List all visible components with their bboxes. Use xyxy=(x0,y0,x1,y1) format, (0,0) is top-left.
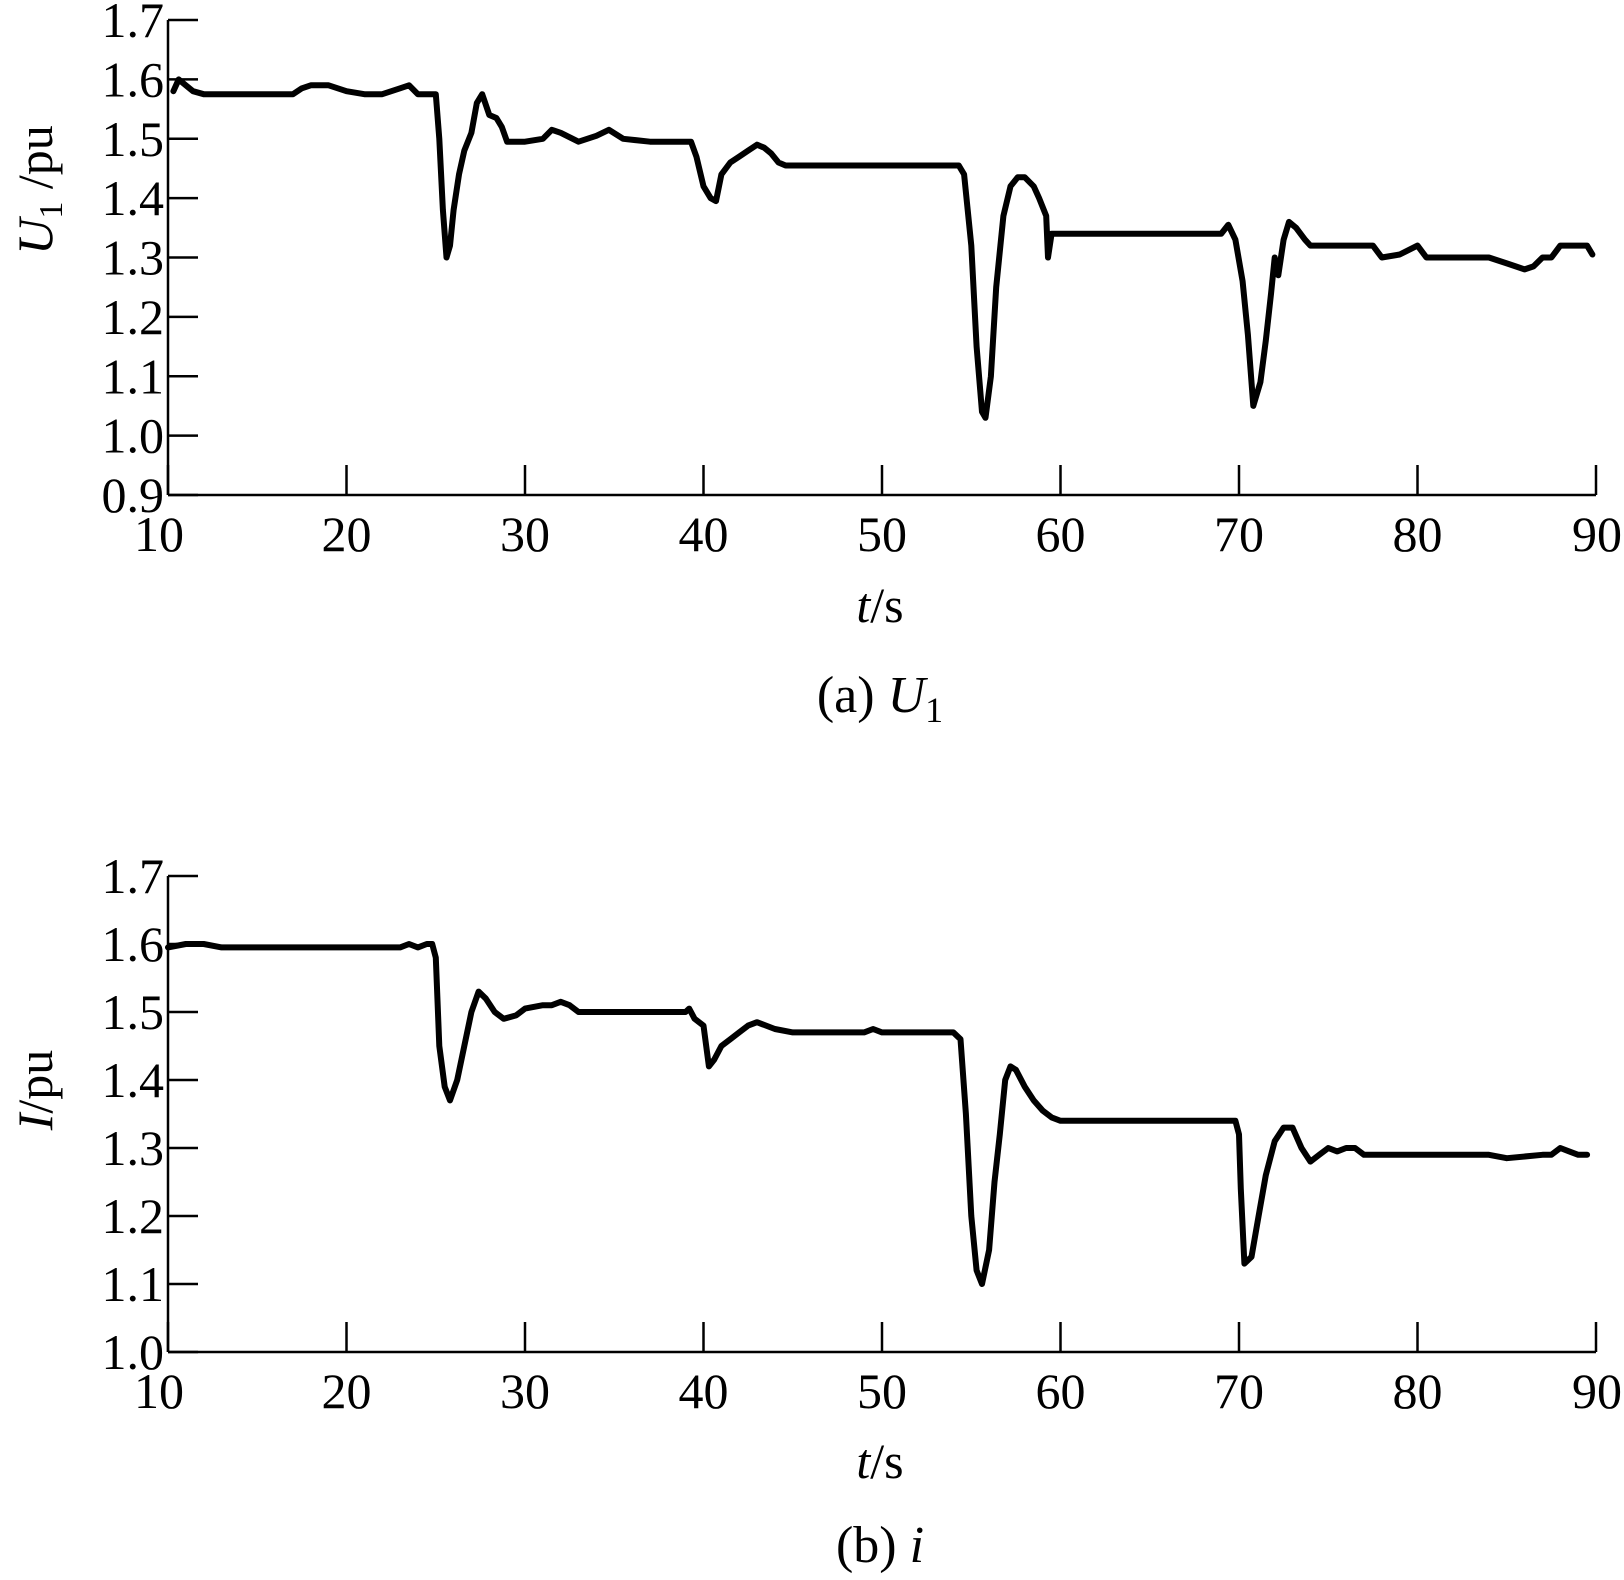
x-tick-label-a: 80 xyxy=(1393,506,1443,562)
x-tick-label-b: 30 xyxy=(500,1363,550,1419)
x-tick-label-b: 60 xyxy=(1036,1363,1086,1419)
series-line-i xyxy=(165,941,1591,1287)
chart-panel-a: 0.91.01.11.21.31.41.51.61.7 10 20 30 40 50 60… xyxy=(7,0,1622,730)
x-tick-label-a: 40 xyxy=(679,506,729,562)
caption-a: (a) U1 xyxy=(817,667,943,730)
y-tick-label-a: 1.7 xyxy=(102,0,165,48)
x-tick-label-b: 70 xyxy=(1214,1363,1264,1419)
y-tick-label-a: 0.9 xyxy=(102,467,165,523)
y-tick-label-a: 1.1 xyxy=(102,348,165,404)
y-tick-label-b: 1.3 xyxy=(102,1120,165,1176)
x-tick-label-b: 40 xyxy=(679,1363,729,1419)
y-tick-label-a: 1.5 xyxy=(102,111,165,167)
x-tick-label-b: 10 xyxy=(134,1363,184,1419)
y-tick-label-a: 1.0 xyxy=(102,408,165,464)
y-tick-label-b: 1.0 xyxy=(102,1324,165,1380)
x-tick-label-a: 30 xyxy=(500,506,550,562)
x-tick-label-b: 80 xyxy=(1393,1363,1443,1419)
x-axis-label-b: t/s xyxy=(856,1433,903,1489)
y-tick-label-b: 1.5 xyxy=(102,984,165,1040)
y-tick-label-a: 1.6 xyxy=(102,51,165,107)
y-axis-label-a: U1 /pu xyxy=(7,125,70,255)
y-tick-label-b: 1.6 xyxy=(102,916,165,972)
x-tick-label-a: 50 xyxy=(857,506,907,562)
y-ticks-b: 1.0 1.1 1.2 1.3 1.4 1.5 1.6 1.7 xyxy=(102,848,198,1380)
x-tick-label-a: 60 xyxy=(1036,506,1086,562)
y-tick-label-b: 1.2 xyxy=(102,1188,165,1244)
chart-panel-b: 1.0 1.1 1.2 1.3 1.4 1.5 1.6 1.7 10 20 30 40 50 60 70 8… xyxy=(7,848,1622,1574)
y-axis-label-b: I/pu xyxy=(7,1050,63,1132)
y-tick-label-b: 1.1 xyxy=(102,1256,165,1312)
caption-b: (b) i xyxy=(836,1517,924,1574)
x-axis-label-a: t/s xyxy=(856,577,903,633)
y-tick-label-a: 1.3 xyxy=(102,230,165,286)
x-ticks-b: 10 20 30 40 50 60 70 80 90 xyxy=(134,1322,1622,1419)
x-tick-label-a: 20 xyxy=(322,506,372,562)
x-tick-label-a: 90 xyxy=(1572,506,1622,562)
x-tick-label-b: 20 xyxy=(322,1363,372,1419)
y-ticks-a: 0.91.01.11.21.31.41.51.61.7 xyxy=(102,0,198,523)
x-tick-label-a: 10 xyxy=(134,506,184,562)
x-tick-label-b: 50 xyxy=(857,1363,907,1419)
x-ticks-a: 10 20 30 40 50 60 70 80 90 xyxy=(134,465,1622,562)
y-tick-label-a: 1.2 xyxy=(102,289,165,345)
y-tick-label-b: 1.7 xyxy=(102,848,165,904)
x-tick-label-b: 90 xyxy=(1572,1363,1622,1419)
y-tick-label-a: 1.4 xyxy=(102,170,165,226)
series-line-u1 xyxy=(170,76,1596,421)
y-tick-label-b: 1.4 xyxy=(102,1052,165,1108)
x-tick-label-a: 70 xyxy=(1214,506,1264,562)
